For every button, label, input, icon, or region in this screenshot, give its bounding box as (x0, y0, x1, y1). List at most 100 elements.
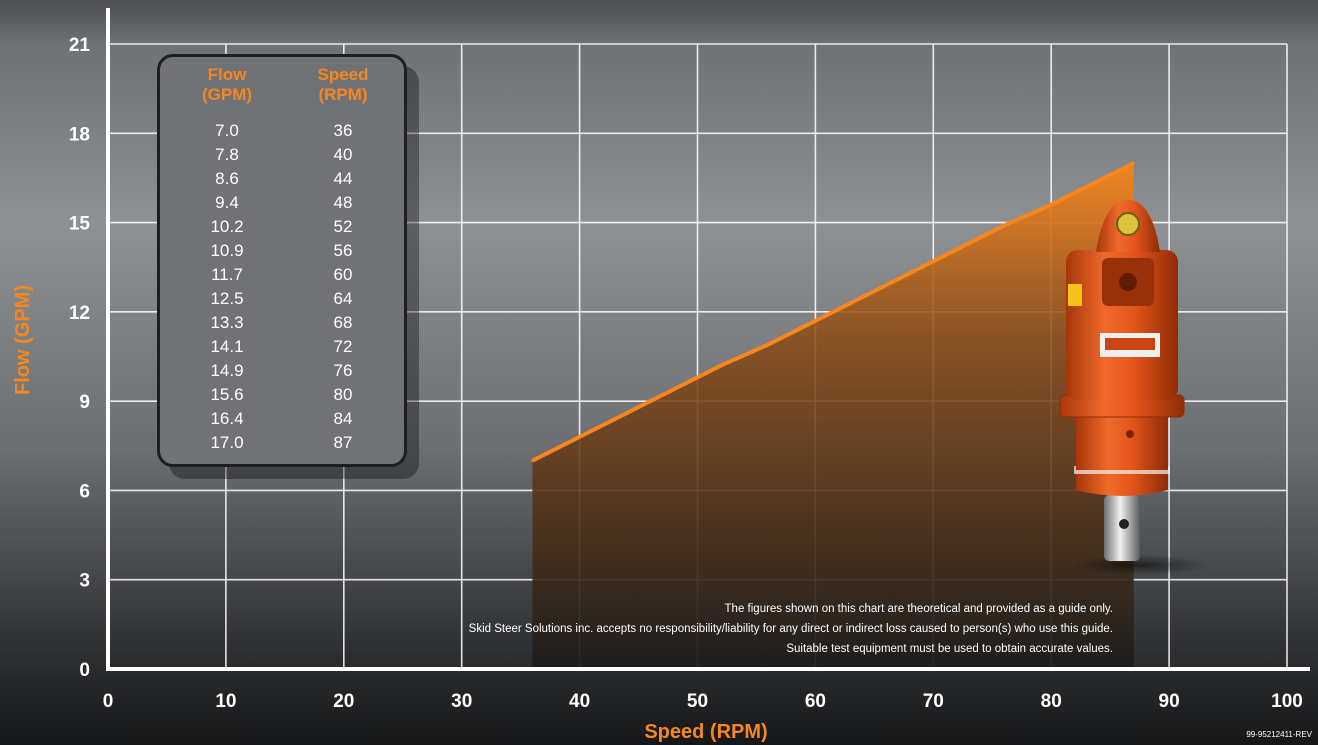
data-point-80 (1050, 203, 1053, 206)
flow-value: 14.9 (210, 361, 244, 380)
table-row: 7.0 36 (160, 119, 404, 143)
x-tick-70: 70 (923, 691, 944, 712)
y-axis-title: Flow (GPM) (12, 285, 34, 395)
data-point-60 (814, 319, 817, 322)
data-point-52 (719, 364, 723, 367)
disclaimer-line-1: The figures shown on this chart are theo… (725, 603, 1113, 615)
data-point-64 (861, 295, 864, 299)
y-tick-21: 21 (69, 35, 91, 56)
speed-value: 64 (333, 289, 353, 308)
speed-value: 76 (333, 361, 353, 380)
data-point-48 (672, 388, 676, 391)
table-row: 15.6 80 (160, 383, 404, 407)
table-row: 10.2 52 (160, 215, 404, 239)
x-tick-100: 100 (1271, 691, 1303, 712)
x-tick-40: 40 (569, 691, 590, 712)
data-point-68 (908, 271, 911, 275)
flow-value: 7.8 (215, 145, 239, 164)
table-header-flow-label: Flow (207, 65, 247, 84)
speed-value: 40 (333, 145, 353, 164)
table-row: 8.6 44 (160, 167, 404, 191)
table-row: 11.7 60 (160, 263, 404, 287)
table-row: 16.4 84 (160, 407, 404, 431)
y-tick-6: 6 (79, 481, 90, 502)
x-tick-0: 0 (103, 691, 114, 712)
data-point-44 (625, 411, 628, 415)
flow-value: 16.4 (210, 409, 244, 428)
hitch-pin (1116, 212, 1140, 236)
x-tick-60: 60 (805, 691, 826, 712)
speed-value: 52 (333, 217, 353, 236)
flow-value: 8.6 (215, 169, 239, 188)
shaft-pin-hole (1119, 519, 1129, 529)
x-tick-90: 90 (1159, 691, 1180, 712)
decal-sticker (1068, 284, 1082, 306)
y-tick-12: 12 (69, 303, 90, 324)
speed-value: 72 (333, 337, 353, 356)
table-header-speed-unit: (RPM) (318, 85, 368, 104)
flow-value: 7.0 (215, 121, 239, 140)
table-row: 14.9 76 (160, 359, 404, 383)
auger-drive-illustration (1059, 200, 1210, 575)
flow-value: 12.5 (210, 289, 244, 308)
y-tick-0: 0 (79, 660, 90, 681)
gearbox-housing (1076, 415, 1168, 470)
speed-value: 80 (333, 385, 353, 404)
y-tick-15: 15 (69, 214, 91, 235)
speed-value: 60 (333, 265, 353, 284)
flow-value: 17.0 (210, 433, 244, 452)
y-tick-labels: 0 3 6 9 12 15 18 21 (69, 35, 91, 681)
disclaimer-line-2: Skid Steer Solutions inc. accepts no res… (469, 623, 1113, 635)
flow-value: 10.2 (210, 217, 244, 236)
table-row: 12.5 64 (160, 287, 404, 311)
speed-value: 48 (333, 193, 353, 212)
y-tick-3: 3 (79, 571, 90, 592)
flow-value: 10.9 (210, 241, 244, 260)
table-row: 13.3 68 (160, 311, 404, 335)
product-shadow (1070, 555, 1210, 575)
hose-port (1119, 273, 1137, 291)
y-tick-9: 9 (79, 392, 90, 413)
data-point-72 (955, 248, 959, 251)
flow-value: 11.7 (211, 265, 243, 284)
table-header-speed: Speed (RPM) (298, 65, 388, 105)
flow-value: 13.3 (210, 313, 244, 332)
speed-value: 56 (333, 241, 353, 260)
speed-value: 44 (333, 169, 353, 188)
x-tick-50: 50 (687, 691, 708, 712)
speed-value: 36 (333, 121, 353, 140)
speed-value: 84 (333, 409, 353, 428)
table-row: 9.4 48 (160, 191, 404, 215)
table-header-speed-label: Speed (317, 65, 369, 84)
document-code: 99-95212411-REV (1246, 730, 1312, 739)
y-tick-18: 18 (69, 124, 90, 145)
table-header-flow-unit: (GPM) (201, 85, 253, 104)
table-row: 14.1 72 (160, 335, 404, 359)
flow-speed-table: Flow (GPM) Speed (RPM) 7.0 36 7.8 40 8.6 44 9.… (157, 54, 407, 467)
x-axis-title: Speed (RPM) (644, 721, 767, 743)
x-tick-80: 80 (1041, 691, 1062, 712)
speed-value: 68 (333, 313, 353, 332)
flow-value: 15.6 (210, 385, 244, 404)
brand-plate-mark (1105, 338, 1155, 350)
x-tick-labels: 0 10 20 30 40 50 60 70 80 90 100 (103, 691, 1303, 712)
x-tick-10: 10 (215, 691, 236, 712)
grease-fitting (1126, 430, 1134, 438)
data-point-84 (1097, 179, 1100, 183)
flow-line (531, 161, 1135, 463)
table-rows: 7.0 36 7.8 40 8.6 44 9.4 48 10.2 52 10.9 56 11.7 60 12… (160, 119, 404, 455)
table-row: 17.0 87 (160, 431, 404, 455)
axes (106, 8, 1310, 671)
data-point-36 (531, 459, 534, 462)
flow-value: 14.1 (210, 337, 244, 356)
disclaimer-line-3: Suitable test equipment must be used to … (786, 643, 1113, 655)
data-point-87 (1132, 161, 1135, 165)
data-point-76 (1002, 224, 1006, 227)
flow-area-layer (531, 161, 1135, 670)
table-row: 7.8 40 (160, 143, 404, 167)
table-header-flow: Flow (GPM) (182, 65, 272, 105)
table-row: 10.9 56 (160, 239, 404, 263)
x-tick-20: 20 (333, 691, 354, 712)
data-point-40 (578, 435, 581, 439)
